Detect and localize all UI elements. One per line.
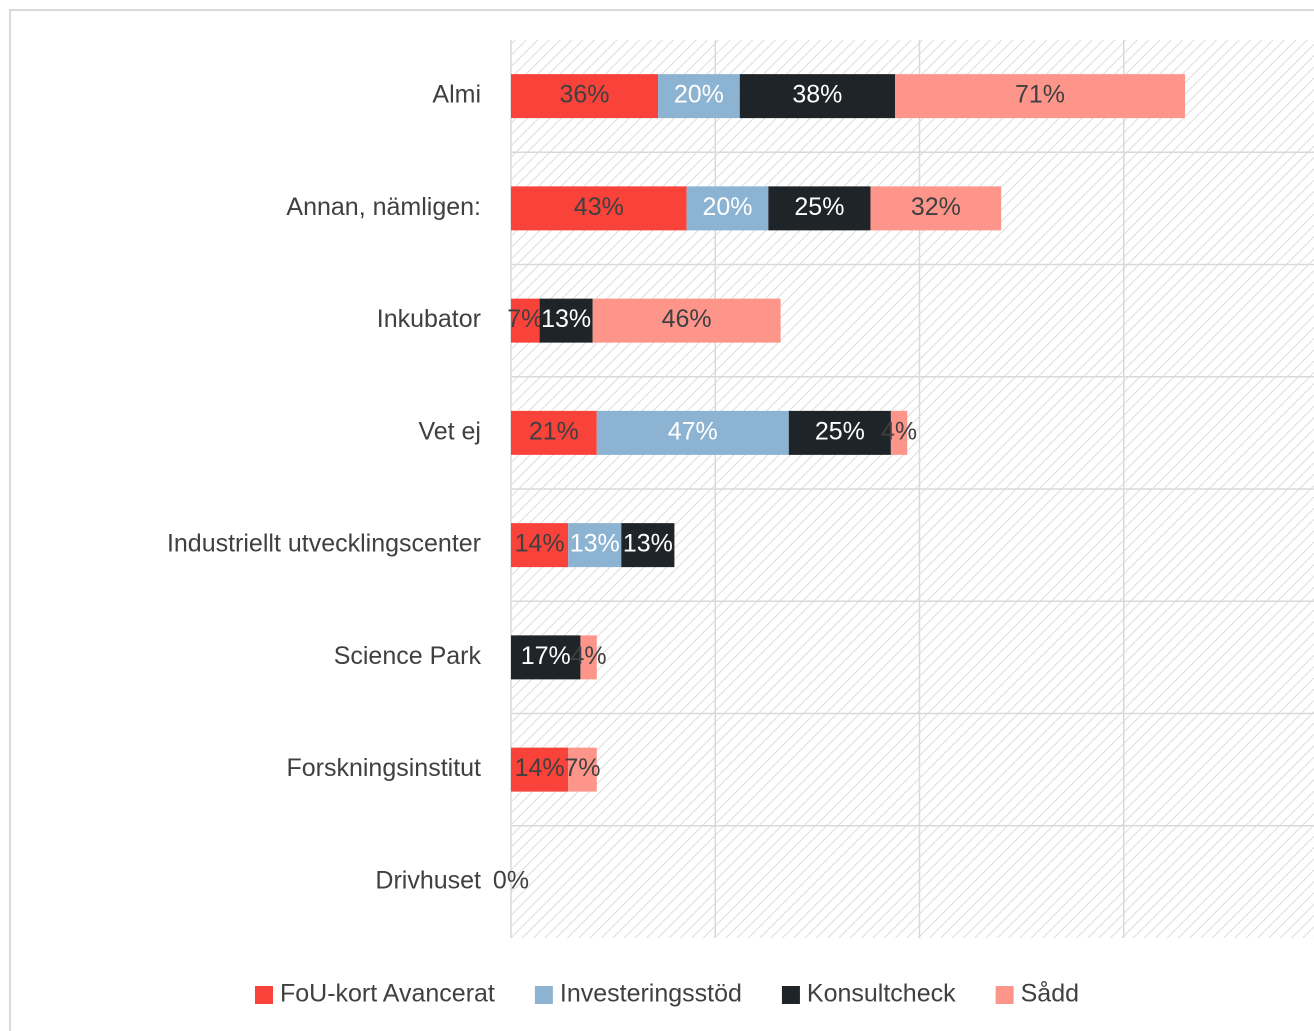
y-tick-label: Annan, nämligen: <box>286 193 481 221</box>
bar-segment <box>870 186 1002 231</box>
bar-segment <box>621 523 675 568</box>
legend-swatch <box>781 986 800 1004</box>
data-label: 36% <box>560 81 610 109</box>
legend-label: Investeringsstöd <box>560 980 742 1008</box>
legend-label: FoU-kort Avancerat <box>280 980 495 1008</box>
bar-segment <box>539 298 593 343</box>
legend-label: Sådd <box>1021 980 1079 1008</box>
bar-segment <box>511 186 687 231</box>
data-label: 20% <box>674 81 724 109</box>
legend-label: Konsultcheck <box>807 980 956 1008</box>
data-label: 71% <box>1015 81 1065 109</box>
data-label: 4% <box>571 642 607 670</box>
bar-segment <box>580 635 597 680</box>
bar-segment <box>894 74 1186 119</box>
bar-segment <box>768 186 871 231</box>
data-label: 47% <box>668 417 718 445</box>
data-label: 13% <box>570 530 620 558</box>
data-label: 13% <box>541 305 591 333</box>
data-label: 25% <box>794 193 844 221</box>
y-tick-label: Forskningsinstitut <box>286 754 481 782</box>
bar-segment <box>511 523 569 568</box>
y-tick-label: Drivhuset <box>375 866 481 894</box>
y-tick-label: Vet ej <box>418 417 481 445</box>
bar-segment <box>511 74 659 119</box>
legend-swatch <box>995 986 1014 1004</box>
data-label: 20% <box>702 193 752 221</box>
data-label: 43% <box>574 193 624 221</box>
bar-segment <box>739 74 895 119</box>
legend-swatch <box>534 986 553 1004</box>
data-label: 0% <box>493 866 529 894</box>
bar-segment <box>568 747 597 792</box>
data-label: 25% <box>815 417 865 445</box>
data-label: 17% <box>521 642 571 670</box>
data-label: 13% <box>623 530 673 558</box>
bar-segment <box>568 523 622 568</box>
bar-segment <box>658 74 740 119</box>
data-label: 7% <box>507 305 543 333</box>
bar-segment <box>686 186 769 231</box>
y-tick-label: Almi <box>432 81 481 109</box>
bar-segment <box>596 410 789 455</box>
bar-segment <box>788 410 891 455</box>
legend-swatch <box>254 986 273 1004</box>
bar-segment <box>592 298 781 343</box>
data-label: 32% <box>911 193 961 221</box>
data-label: 38% <box>792 81 842 109</box>
bar-segment <box>890 410 908 455</box>
data-label: 46% <box>662 305 712 333</box>
data-label: 7% <box>564 754 600 782</box>
y-tick-label: Science Park <box>334 642 482 670</box>
bar-segment <box>511 410 597 455</box>
data-label: 21% <box>529 417 579 445</box>
y-tick-label: Inkubator <box>377 305 481 333</box>
data-label: 14% <box>515 754 565 782</box>
bar-segment <box>511 298 540 343</box>
data-label: 4% <box>881 417 917 445</box>
bar-segment <box>511 635 581 680</box>
data-label: 14% <box>515 530 565 558</box>
y-tick-label: Industriellt utvecklingscenter <box>167 530 481 558</box>
bar-segment <box>511 747 569 792</box>
